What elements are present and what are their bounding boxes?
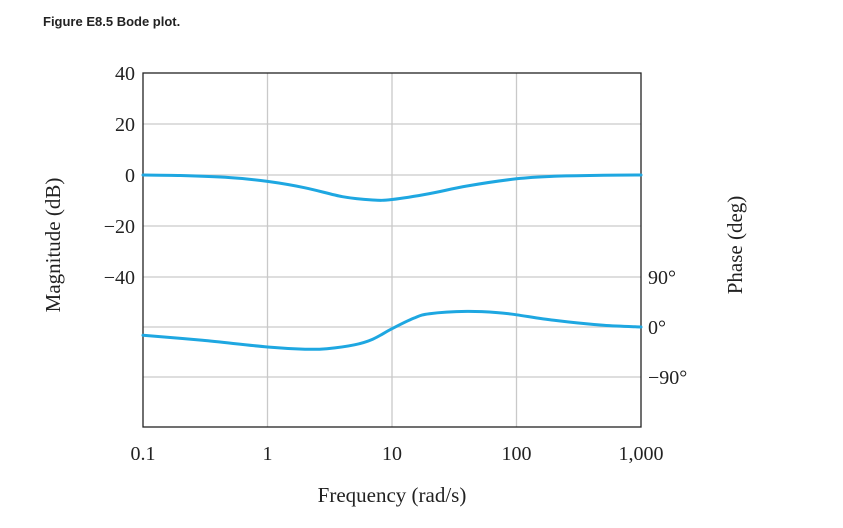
y-right-tick-label: 0° (648, 317, 666, 339)
y-left-tick-label: 40 (115, 63, 135, 85)
x-tick-label: 1 (263, 443, 273, 465)
y-left-tick-label: −40 (104, 267, 135, 289)
grid (143, 73, 641, 427)
x-axis-label: Frequency (rad/s) (318, 483, 467, 507)
phase-curve (141, 309, 643, 351)
y-axis-label-right: Phase (deg) (723, 196, 747, 295)
series-lines (141, 173, 643, 351)
tick-labels: 0.1 1 10 100 1,000 40 20 0 −20 −40 90° 0° −90° (104, 63, 688, 465)
x-tick-label: 1,000 (619, 443, 664, 465)
figure-caption: Figure E8.5 Bode plot. (43, 14, 181, 29)
y-left-tick-label: 0 (125, 165, 135, 187)
magnitude-curve (141, 173, 643, 202)
y-left-tick-label: −20 (104, 216, 135, 238)
x-tick-label: 0.1 (131, 443, 156, 465)
y-right-tick-label: −90° (648, 367, 687, 389)
plot-frame (142, 72, 642, 428)
x-tick-label: 10 (382, 443, 402, 465)
y-right-tick-label: 90° (648, 267, 676, 289)
y-axis-label-left: Magnitude (dB) (41, 178, 65, 313)
y-left-tick-label: 20 (115, 114, 135, 136)
x-tick-label: 100 (502, 443, 532, 465)
